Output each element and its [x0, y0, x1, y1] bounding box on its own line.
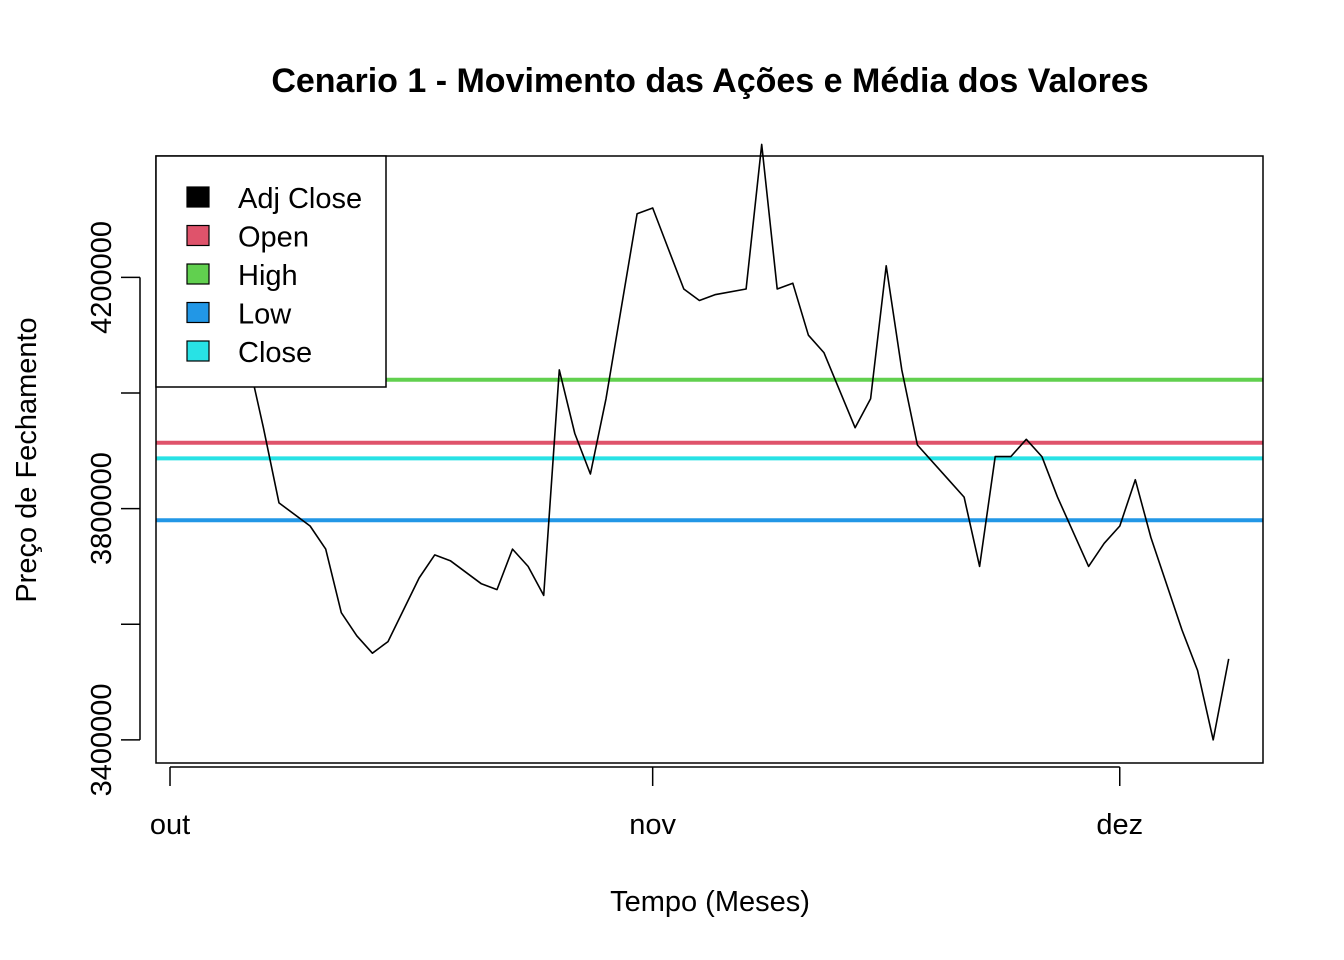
x-tick-label: nov [629, 809, 676, 841]
series-line-adj-close [247, 143, 1230, 741]
legend-label-close: Close [238, 337, 312, 369]
mean-lines [156, 377, 1263, 523]
y-tick-label: 4200000 [86, 221, 118, 334]
legend: Adj Close Open High Low Close [155, 155, 387, 388]
legend-swatch-low [186, 301, 210, 324]
legend-label-open: Open [238, 222, 309, 254]
x-axis-title: Tempo (Meses) [610, 886, 810, 918]
legend-swatch-open [186, 224, 210, 247]
y-axis-title: Preço de Fechamento [11, 317, 43, 602]
y-tick-label: 3800000 [86, 452, 118, 565]
legend-label-low: Low [238, 299, 292, 331]
chart-title: Cenario 1 - Movimento das Ações e Média … [271, 62, 1148, 100]
legend-label-adj-close: Adj Close [238, 183, 362, 215]
x-axis: out nov dez [150, 766, 1143, 841]
legend-swatch-close [186, 340, 210, 362]
x-tick-label: out [150, 809, 190, 841]
legend-label-high: High [238, 260, 298, 292]
legend-swatch-adj-close [186, 186, 210, 208]
x-tick-label: dez [1096, 809, 1143, 841]
plot-border [155, 155, 1264, 764]
legend-swatch-high [186, 263, 210, 285]
y-tick-label: 3400000 [86, 683, 118, 796]
series-layer [247, 143, 1230, 741]
y-axis: 3400000 3800000 4200000 [86, 221, 141, 796]
